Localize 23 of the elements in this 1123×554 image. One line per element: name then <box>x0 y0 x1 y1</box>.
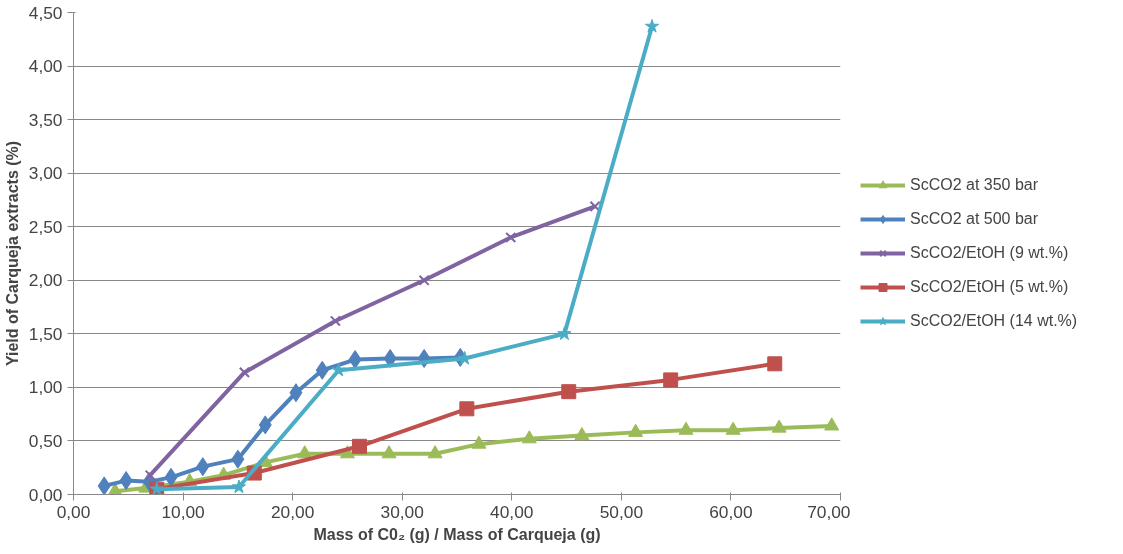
y-tick-label: 0,50 <box>28 430 63 451</box>
y-tick-label: 1,00 <box>28 377 63 398</box>
y-tick-label: 4,00 <box>28 56 63 77</box>
y-tick-label: 2,50 <box>28 216 63 237</box>
x-axis-title: Mass of C0₂ (g) / Mass of Carqueja (g) <box>313 525 601 543</box>
x-tick-label: 20,00 <box>270 501 315 522</box>
legend-label: ScCO2/EtOH (5 wt.%) <box>910 278 1069 296</box>
legend-label: ScCO2 at 350 bar <box>910 176 1039 194</box>
x-tick-label: 10,00 <box>161 501 205 522</box>
legend-label: ScCO2 at 500 bar <box>910 210 1039 228</box>
x-tick-label: 50,00 <box>599 501 644 522</box>
y-tick-label: 3,50 <box>28 109 63 130</box>
y-tick-label: 4,50 <box>28 2 63 23</box>
x-tick-label: 30,00 <box>380 501 424 522</box>
y-axis-title: Yield of Carqueja extracts (%) <box>3 140 21 367</box>
x-tick-label: 40,00 <box>490 501 534 522</box>
y-tick-label: 1,50 <box>28 323 63 344</box>
x-tick-label: 60,00 <box>709 501 753 522</box>
legend-label: ScCO2/EtOH (14 wt.%) <box>910 312 1078 330</box>
y-tick-label: 3,00 <box>28 163 63 184</box>
x-tick-label: 70,00 <box>807 501 851 522</box>
legend-label: ScCO2/EtOH (9 wt.%) <box>910 244 1069 262</box>
y-tick-label: 2,00 <box>28 270 63 291</box>
